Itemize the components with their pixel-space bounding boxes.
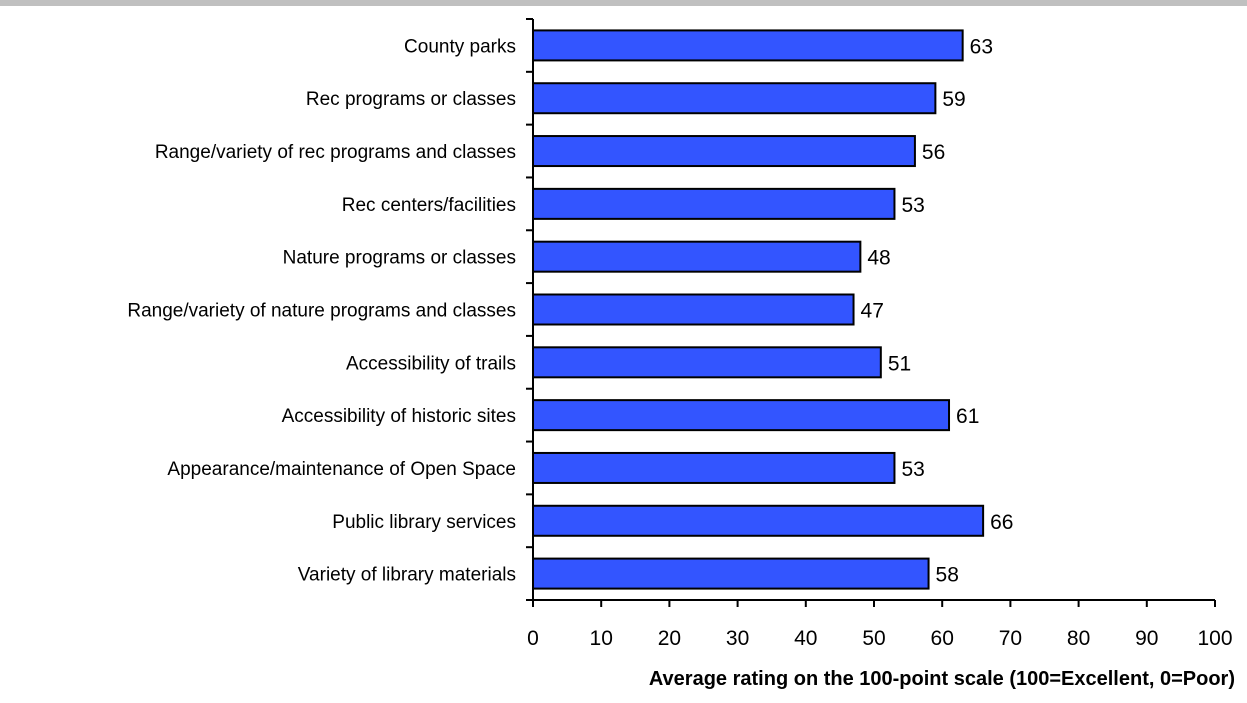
category-label: Nature programs or classes [283,248,516,269]
bar [532,293,855,326]
x-axis-title: Average rating on the 100-point scale (1… [649,668,1235,690]
x-tick-label: 20 [658,627,681,650]
x-tick-label: 40 [794,627,817,650]
bar [532,451,896,484]
category-label: County parks [404,36,516,57]
data-label: 66 [990,511,1013,534]
bar [532,240,862,273]
category-label: Range/variety of nature programs and cla… [127,301,516,322]
category-label: Rec centers/facilities [342,195,516,216]
x-tick-label: 70 [999,627,1022,650]
data-label: 53 [901,458,924,481]
category-label: Accessibility of trails [346,353,516,374]
x-tick-label: 30 [726,627,749,650]
bar [532,135,916,168]
bar [532,29,964,62]
bar [532,187,896,220]
data-label: 47 [861,300,884,323]
data-label: 53 [901,194,924,217]
x-tick-label: 100 [1197,627,1232,650]
category-label: Variety of library materials [298,565,516,586]
top-divider [0,0,1247,6]
category-label: Range/variety of rec programs and classe… [155,142,516,163]
category-label: Public library services [332,512,516,533]
data-label: 58 [936,564,959,587]
category-label: Appearance/maintenance of Open Space [167,459,516,480]
bar [532,557,930,590]
data-label: 51 [888,352,911,375]
bar [532,346,882,379]
bar [532,504,985,537]
x-tick-label: 0 [527,627,539,650]
x-tick-label: 10 [590,627,613,650]
x-tick-label: 60 [931,627,954,650]
category-label: Accessibility of historic sites [282,406,516,427]
data-label: 56 [922,141,945,164]
x-tick-label: 80 [1067,627,1090,650]
data-label: 63 [970,35,993,58]
category-label: Rec programs or classes [306,89,516,110]
data-label: 48 [867,247,890,270]
x-tick-label: 90 [1135,627,1158,650]
data-label: 59 [942,88,965,111]
data-label: 61 [956,405,979,428]
bar [532,399,951,432]
x-tick-label: 50 [862,627,885,650]
bar [532,82,937,115]
